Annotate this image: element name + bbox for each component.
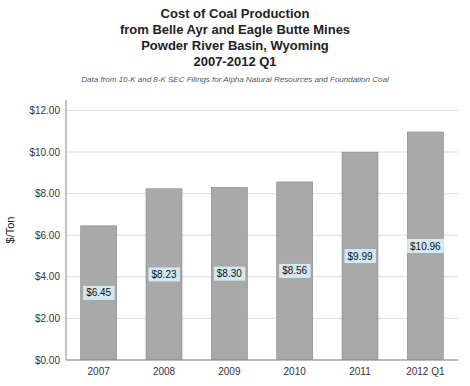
grid: [66, 110, 458, 360]
data-label-group: $10.96: [407, 239, 444, 253]
title-line: 2007-2012 Q1: [193, 54, 276, 69]
bar: [211, 187, 247, 360]
data-label-group: $8.23: [148, 267, 179, 281]
grid-line: [66, 110, 458, 111]
data-label: $9.99: [347, 251, 372, 262]
data-label-background: [148, 267, 179, 281]
data-label-group: $9.99: [344, 249, 375, 263]
grid-line: [66, 276, 458, 277]
data-label-group: $8.30: [214, 267, 245, 281]
bar: [146, 189, 182, 360]
grid-line: [66, 360, 458, 361]
y-tick-label: $12.00: [29, 105, 60, 116]
x-tick-label: 2011: [349, 366, 371, 377]
data-label: $8.56: [282, 265, 307, 276]
bar: [342, 152, 378, 360]
x-tick-label: 2009: [218, 366, 241, 377]
data-label-background: [407, 239, 444, 253]
data-label-group: $8.56: [279, 264, 310, 278]
data-label-background: [344, 249, 375, 263]
data-label-group: $6.45: [83, 286, 114, 300]
y-tick-label: $6.00: [35, 230, 60, 241]
title: Cost of Coal Productionfrom Belle Ayr an…: [120, 6, 350, 69]
y-tick-label: $10.00: [29, 147, 60, 158]
grid-line: [66, 318, 458, 319]
bar: [81, 226, 117, 360]
bar: [277, 182, 313, 360]
chart: Cost of Coal Productionfrom Belle Ayr an…: [0, 0, 470, 386]
title-line: from Belle Ayr and Eagle Butte Mines: [120, 22, 350, 37]
data-label: $8.30: [217, 268, 242, 279]
bars: [81, 132, 444, 360]
y-axis-line: [66, 100, 67, 360]
data-label: $6.45: [86, 287, 111, 298]
subtitle: Data from 10-K and 8-K SEC Filings for A…: [81, 75, 389, 84]
grid-line: [66, 235, 458, 236]
grid-line: [66, 193, 458, 194]
data-label: $8.23: [151, 269, 176, 280]
x-axis-line: [66, 360, 458, 361]
y-axis-label: $/Ton: [4, 217, 16, 244]
x-tick-label: 2012 Q1: [406, 366, 445, 377]
data-label-background: [279, 264, 310, 278]
title-line: Powder River Basin, Wyoming: [141, 38, 329, 53]
data-label-background: [83, 286, 114, 300]
x-tick-label: 2008: [153, 366, 176, 377]
grid-line: [66, 152, 458, 153]
y-tick-label: $4.00: [35, 271, 60, 282]
x-tick-label: 2010: [284, 366, 307, 377]
data-label-background: [214, 267, 245, 281]
title-line: Cost of Coal Production: [161, 6, 310, 21]
x-tick-label: 2007: [88, 366, 111, 377]
y-tick-label: $0.00: [35, 355, 60, 366]
y-tick-label: $8.00: [35, 188, 60, 199]
bar: [407, 132, 443, 360]
data-label: $10.96: [410, 241, 441, 252]
y-tick-label: $2.00: [35, 313, 60, 324]
